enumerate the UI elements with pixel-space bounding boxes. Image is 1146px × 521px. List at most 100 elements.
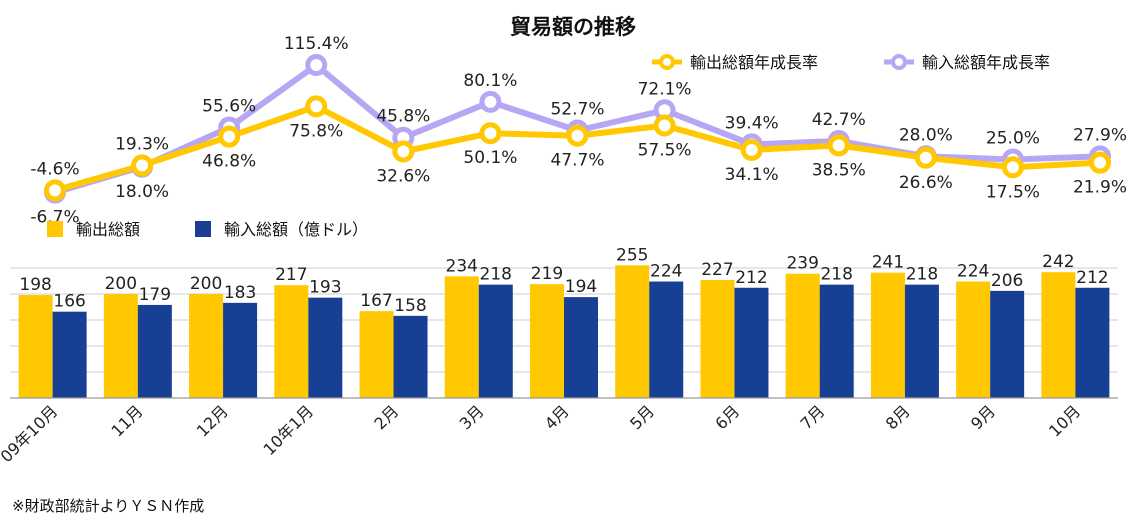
x-tick-label: 11月 — [108, 401, 147, 440]
export-bar — [18, 295, 53, 398]
import-growth-marker — [479, 90, 502, 113]
import-growth-label: 80.1% — [463, 71, 517, 91]
export-bar — [700, 279, 735, 398]
export-growth-label: 47.7% — [550, 151, 604, 171]
import-bar — [904, 284, 939, 398]
import-bar-label: 218 — [820, 265, 852, 285]
import-bar — [819, 284, 854, 398]
export-bar-label: 241 — [872, 253, 904, 273]
import-growth-label: 39.4% — [725, 113, 779, 133]
import-growth-label: 28.0% — [899, 125, 953, 145]
legend-label-export-growth: 輸出総額年成長率 — [690, 53, 818, 72]
import-growth-label: 72.1% — [638, 79, 692, 99]
import-bar-label: 193 — [309, 278, 341, 298]
export-growth-label: 50.1% — [463, 148, 517, 168]
import-growth-label: 45.8% — [376, 107, 430, 127]
export-growth-label: 75.8% — [289, 121, 343, 141]
line-plot-area: -6.7% -4.6% 18.0% 19.3% 55.6% 46.8% 115.4% 75.8… — [30, 34, 1127, 228]
x-tick-label: 10年1月 — [259, 401, 317, 459]
legend-label-imports: 輸入総額（億ドル） — [224, 220, 368, 239]
export-growth-label: 34.1% — [725, 165, 779, 185]
export-bar-label: 198 — [19, 275, 51, 295]
import-growth-label: 25.0% — [986, 128, 1040, 148]
export-bar-label: 200 — [105, 274, 137, 294]
import-bar — [1075, 287, 1110, 398]
export-bar — [274, 285, 309, 398]
export-growth-marker — [305, 95, 328, 118]
import-bar — [478, 284, 513, 398]
export-bar — [359, 311, 394, 398]
import-growth-label: 115.4% — [284, 34, 349, 54]
bar-legend: 輸出総額 輸入総額（億ドル） — [47, 220, 368, 239]
line-markers — [44, 54, 1111, 204]
export-bar-label: 239 — [786, 254, 818, 274]
import-bar-label: 218 — [906, 265, 938, 285]
export-bar-label: 242 — [1042, 252, 1074, 272]
export-growth-marker — [740, 138, 763, 161]
x-tick-label: 6月 — [711, 401, 743, 433]
export-growth-marker — [914, 146, 937, 169]
line-data-labels: -6.7% -4.6% 18.0% 19.3% 55.6% 46.8% 115.4% 75.8… — [30, 34, 1127, 228]
export-bar-label: 234 — [446, 256, 478, 276]
export-bar — [530, 284, 564, 398]
legend-marker-import-growth — [891, 54, 907, 70]
export-bar — [1041, 272, 1076, 398]
export-bar — [444, 276, 479, 398]
import-bar-label: 179 — [139, 285, 171, 305]
export-bar-label: 227 — [701, 260, 733, 280]
export-bar-label: 200 — [190, 274, 222, 294]
x-tick-label: 4月 — [541, 401, 573, 433]
import-bar — [734, 287, 769, 398]
bar-plot-area: 198 200 200 217 167 234 219 255 227 239 241 224 242 1… — [10, 245, 1118, 399]
export-growth-marker — [1001, 156, 1024, 179]
export-growth-label: 26.6% — [899, 173, 953, 193]
import-bar — [990, 290, 1025, 398]
x-tick-label: 2月 — [370, 401, 402, 433]
export-bar-label: 219 — [531, 264, 563, 284]
export-bar — [785, 273, 820, 398]
export-growth-marker — [827, 134, 850, 157]
export-growth-label: -4.6% — [30, 159, 79, 179]
export-bar-label: 217 — [275, 265, 307, 285]
import-growth-label: -6.7% — [30, 208, 79, 228]
import-bar — [223, 302, 258, 398]
x-tick-label: 7月 — [797, 401, 829, 433]
import-growth-label: 42.7% — [812, 110, 866, 130]
legend-item-import-growth: 輸入総額年成長率 — [884, 53, 1050, 72]
export-bar-label: 224 — [957, 262, 989, 282]
export-growth-marker — [392, 140, 415, 163]
import-bar — [649, 281, 684, 398]
export-growth-label: 46.8% — [202, 152, 256, 172]
export-growth-label: 21.9% — [1073, 178, 1127, 198]
import-growth-label: 52.7% — [550, 100, 604, 120]
export-growth-marker — [566, 124, 589, 147]
export-growth-marker — [131, 154, 154, 177]
export-growth-label: 32.6% — [376, 167, 430, 187]
export-growth-marker — [44, 179, 66, 202]
export-growth-label: 57.5% — [638, 141, 692, 161]
x-tick-label: 8月 — [882, 401, 914, 433]
x-tick-label: 5月 — [626, 401, 658, 433]
import-bar-label: 206 — [991, 271, 1023, 291]
legend-item-imports: 輸入総額（億ドル） — [195, 220, 368, 239]
chart-title: 貿易額の推移 — [510, 15, 636, 39]
x-tick-label: 9月 — [967, 401, 999, 433]
import-bar — [137, 304, 172, 398]
export-growth-label: 19.3% — [115, 134, 169, 154]
export-bar — [189, 294, 224, 398]
line-legend: 輸出総額年成長率 輸入総額年成長率 — [652, 53, 1050, 72]
export-bar — [956, 281, 991, 398]
export-growth-label: 38.5% — [812, 160, 866, 180]
bar-data-labels: 198 200 200 217 167 234 219 255 227 239 241 224 242 1… — [19, 245, 1108, 315]
export-bar-label: 167 — [360, 291, 392, 311]
export-growth-marker — [1089, 151, 1111, 174]
export-growth-marker — [653, 114, 676, 137]
export-growth-label: 17.5% — [986, 182, 1040, 202]
import-bar-label: 158 — [394, 296, 426, 316]
import-bar — [564, 297, 598, 398]
legend-label-import-growth: 輸入総額年成長率 — [922, 53, 1050, 72]
bar-series — [18, 265, 1110, 398]
import-bar — [52, 311, 87, 398]
import-bar-label: 183 — [224, 283, 256, 303]
